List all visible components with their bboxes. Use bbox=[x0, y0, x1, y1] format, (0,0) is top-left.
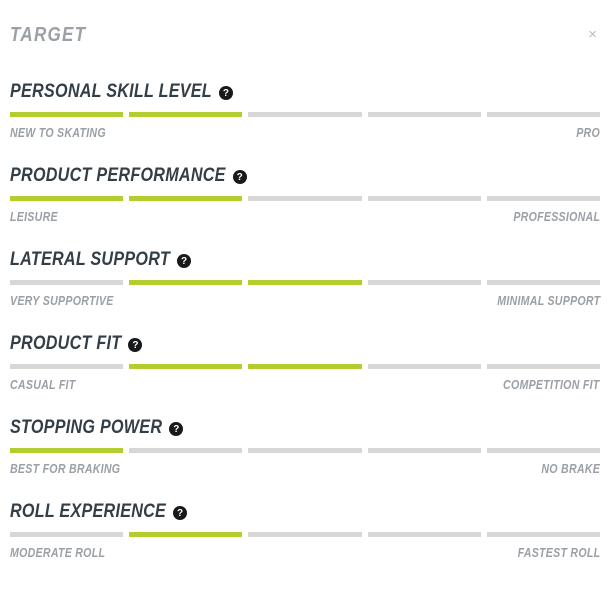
metric-title: LATERAL SUPPORT bbox=[10, 249, 170, 270]
help-icon[interactable]: ? bbox=[173, 506, 188, 520]
metric-title: ROLL EXPERIENCE bbox=[10, 501, 167, 522]
help-icon[interactable]: ? bbox=[128, 338, 143, 352]
metric-title: PRODUCT PERFORMANCE bbox=[10, 165, 226, 186]
rating-segment-empty bbox=[10, 532, 124, 537]
metric-labels: BEST FOR BRAKING NO BRAKE bbox=[10, 462, 600, 476]
metric-header: LATERAL SUPPORT ? bbox=[10, 250, 600, 270]
rating-bar bbox=[10, 112, 601, 117]
help-icon[interactable]: ? bbox=[169, 422, 184, 436]
rating-segment-filled bbox=[10, 448, 124, 453]
metric-labels: LEISURE PROFESSIONAL bbox=[10, 210, 600, 224]
close-icon[interactable]: × bbox=[588, 26, 597, 43]
metric-max-label: FASTEST ROLL bbox=[517, 546, 600, 560]
metric-min-label: LEISURE bbox=[10, 210, 58, 224]
metric-title: PRODUCT FIT bbox=[10, 333, 122, 354]
metric-max-label: COMPETITION FIT bbox=[503, 378, 600, 392]
rating-segment-filled bbox=[129, 196, 243, 201]
rating-segment-empty bbox=[486, 364, 601, 369]
rating-segment-filled bbox=[129, 532, 243, 537]
metric-header: PRODUCT PERFORMANCE ? bbox=[10, 166, 600, 186]
metric-section: STOPPING POWER ? BEST FOR BRAKING NO BRA… bbox=[10, 418, 601, 476]
metric-labels: VERY SUPPORTIVE MINIMAL SUPPORT bbox=[10, 294, 600, 308]
rating-bar bbox=[10, 532, 601, 537]
rating-segment-empty bbox=[10, 364, 124, 369]
metric-section: LATERAL SUPPORT ? VERY SUPPORTIVE MINIMA… bbox=[10, 250, 601, 308]
rating-segment-empty bbox=[486, 112, 601, 117]
metrics-list: PERSONAL SKILL LEVEL ? NEW TO SKATING PR… bbox=[10, 82, 601, 560]
rating-bar bbox=[10, 364, 601, 369]
rating-segment-empty bbox=[486, 532, 601, 537]
rating-segment-empty bbox=[248, 448, 362, 453]
rating-bar bbox=[10, 448, 601, 453]
metric-title: STOPPING POWER bbox=[10, 417, 163, 438]
rating-segment-empty bbox=[367, 532, 481, 537]
metric-header: STOPPING POWER ? bbox=[10, 418, 600, 438]
rating-segment-empty bbox=[486, 280, 601, 285]
metric-section: PERSONAL SKILL LEVEL ? NEW TO SKATING PR… bbox=[10, 82, 601, 140]
help-icon[interactable]: ? bbox=[232, 170, 247, 184]
metric-header: PERSONAL SKILL LEVEL ? bbox=[10, 82, 600, 102]
rating-segment-filled bbox=[248, 364, 362, 369]
metric-section: ROLL EXPERIENCE ? MODERATE ROLL FASTEST … bbox=[10, 502, 601, 560]
metric-section: PRODUCT FIT ? CASUAL FIT COMPETITION FIT bbox=[10, 334, 601, 392]
rating-segment-empty bbox=[367, 364, 481, 369]
rating-bar bbox=[10, 196, 601, 201]
metric-min-label: CASUAL FIT bbox=[10, 378, 76, 392]
rating-segment-filled bbox=[10, 112, 124, 117]
rating-segment-empty bbox=[129, 448, 243, 453]
help-icon[interactable]: ? bbox=[177, 254, 191, 268]
rating-segment-empty bbox=[248, 196, 362, 201]
rating-segment-empty bbox=[248, 532, 362, 537]
panel-title: TARGET bbox=[10, 24, 87, 46]
rating-segment-empty bbox=[248, 112, 362, 117]
rating-segment-empty bbox=[367, 448, 481, 453]
rating-segment-empty bbox=[367, 196, 481, 201]
metric-title: PERSONAL SKILL LEVEL bbox=[10, 81, 212, 102]
rating-segment-empty bbox=[486, 196, 601, 201]
metric-section: PRODUCT PERFORMANCE ? LEISURE PROFESSION… bbox=[10, 166, 601, 224]
metric-min-label: VERY SUPPORTIVE bbox=[10, 294, 114, 308]
rating-bar bbox=[10, 280, 601, 285]
rating-segment-filled bbox=[129, 280, 243, 285]
rating-segment-filled bbox=[10, 196, 124, 201]
metric-min-label: MODERATE ROLL bbox=[10, 546, 106, 560]
rating-segment-empty bbox=[10, 280, 124, 285]
metric-max-label: PROFESSIONAL bbox=[513, 210, 600, 224]
rating-segment-empty bbox=[486, 448, 601, 453]
metric-min-label: NEW TO SKATING bbox=[10, 126, 106, 140]
metric-labels: CASUAL FIT COMPETITION FIT bbox=[10, 378, 600, 392]
metric-max-label: NO BRAKE bbox=[541, 462, 600, 476]
help-icon[interactable]: ? bbox=[218, 86, 233, 100]
metric-header: PRODUCT FIT ? bbox=[10, 334, 600, 354]
rating-segment-empty bbox=[367, 112, 481, 117]
metric-max-label: MINIMAL SUPPORT bbox=[496, 294, 600, 308]
rating-segment-filled bbox=[129, 112, 243, 117]
metric-max-label: PRO bbox=[576, 126, 600, 140]
rating-segment-filled bbox=[129, 364, 243, 369]
metric-header: ROLL EXPERIENCE ? bbox=[10, 502, 600, 522]
rating-segment-filled bbox=[248, 280, 362, 285]
rating-segment-empty bbox=[367, 280, 481, 285]
metric-min-label: BEST FOR BRAKING bbox=[10, 462, 121, 476]
metric-labels: MODERATE ROLL FASTEST ROLL bbox=[10, 546, 600, 560]
metric-labels: NEW TO SKATING PRO bbox=[10, 126, 600, 140]
